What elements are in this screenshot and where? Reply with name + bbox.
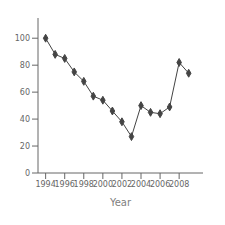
svg-text:Year: Year <box>109 197 132 208</box>
svg-text:20: 20 <box>20 142 30 151</box>
svg-text:2004: 2004 <box>131 180 151 189</box>
svg-text:1996: 1996 <box>55 180 75 189</box>
svg-text:2008: 2008 <box>169 180 189 189</box>
svg-text:80: 80 <box>20 61 30 70</box>
svg-text:100: 100 <box>15 34 30 43</box>
svg-text:1994: 1994 <box>35 180 55 189</box>
svg-text:1998: 1998 <box>74 180 94 189</box>
svg-text:0: 0 <box>25 169 30 178</box>
svg-text:2000: 2000 <box>93 180 113 189</box>
svg-text:60: 60 <box>20 88 30 97</box>
svg-text:2006: 2006 <box>150 180 170 189</box>
svg-text:40: 40 <box>20 115 30 124</box>
svg-text:2002: 2002 <box>112 180 132 189</box>
